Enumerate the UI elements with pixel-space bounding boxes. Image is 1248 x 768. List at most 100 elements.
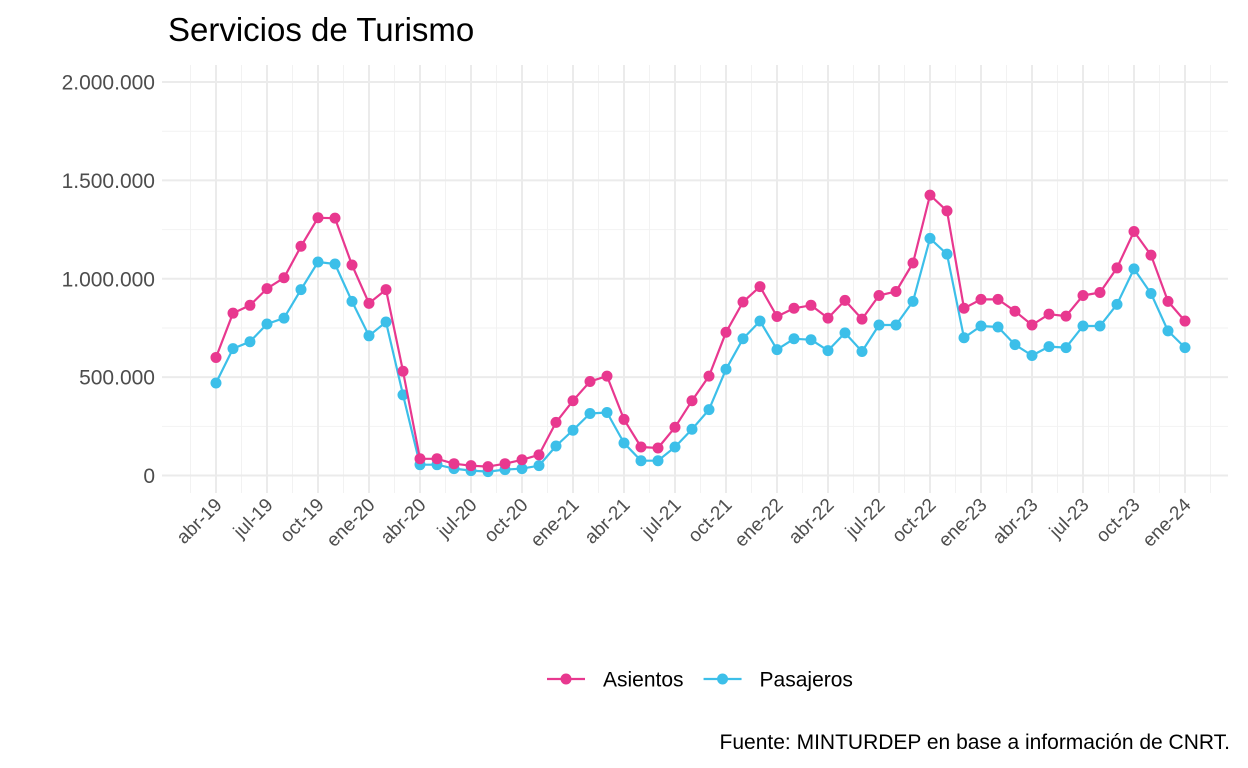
data-point [244,336,256,348]
legend-item: Asientos [547,669,684,692]
data-point [873,319,885,331]
y-tick-label: 1.500.000 [62,170,155,193]
data-point [890,286,902,298]
data-point [754,281,766,293]
data-point [788,302,800,314]
data-point [652,442,664,454]
data-point [788,333,800,345]
x-tick-label: ene-24 [1139,494,1196,551]
x-tick-label: abr-21 [581,495,635,549]
data-point [499,458,511,470]
x-tick-label: ene-20 [323,495,380,552]
data-point [635,455,647,467]
data-point [652,455,664,467]
data-point [431,453,443,465]
data-point [295,284,307,296]
data-point [771,311,783,323]
data-point [839,327,851,339]
data-point [924,189,936,201]
data-point [1128,263,1140,275]
data-point [533,449,545,461]
data-point [805,299,817,311]
data-point [482,461,494,473]
x-tick-label: oct-19 [276,495,328,547]
data-point [346,259,358,271]
data-point [278,272,290,284]
data-point [924,232,936,244]
y-tick-label: 2.000.000 [62,72,155,95]
data-point [397,365,409,377]
data-point [380,316,392,328]
data-point [363,330,375,342]
x-tick-label: oct-20 [480,495,532,547]
y-axis-ticks: 0 500.000 1.000.000 1.500.000 2.000.000 [62,72,155,489]
data-point [992,321,1004,333]
legend-label: Asientos [603,669,684,692]
data-point [363,297,375,309]
data-point [720,363,732,375]
data-point [1111,298,1123,310]
data-point [516,454,528,466]
series-lines [210,189,1191,478]
legend-label: Pasajeros [760,669,853,692]
data-point [1162,325,1174,337]
data-point [278,312,290,324]
data-point [329,212,341,224]
data-point [805,334,817,346]
data-point [312,256,324,268]
data-point [975,293,987,305]
data-point [975,320,987,332]
data-point [771,344,783,356]
x-tick-label: abr-22 [785,495,839,549]
y-tick-label: 1.000.000 [62,268,155,291]
data-point [890,319,902,331]
legend-key-point [560,673,572,685]
data-point [737,296,749,308]
x-tick-label: oct-21 [684,495,736,547]
data-point [873,289,885,301]
data-point [720,326,732,338]
data-point [1128,226,1140,238]
data-point [1026,349,1038,361]
data-point [686,423,698,435]
data-point [397,389,409,401]
x-tick-label: abr-23 [989,495,1043,549]
data-point [261,283,273,295]
data-point [941,205,953,217]
x-tick-label: jul-20 [433,495,481,543]
x-tick-label: jul-19 [229,495,277,543]
data-point [1077,289,1089,301]
data-point [703,404,715,416]
data-point [839,294,851,306]
data-point [1111,262,1123,274]
x-tick-label: jul-21 [637,495,685,543]
x-tick-label: jul-22 [841,495,889,543]
x-tick-label: oct-23 [1092,495,1144,547]
data-point [601,407,613,419]
data-point [1026,319,1038,331]
data-point [295,240,307,252]
data-point [669,441,681,453]
legend-key-point [717,673,729,685]
data-point [618,413,630,425]
data-point [941,248,953,260]
data-point [1145,249,1157,261]
data-point [856,313,868,325]
data-point [618,437,630,449]
data-point [958,332,970,344]
data-point [1077,320,1089,332]
data-point [1060,310,1072,322]
x-tick-label: ene-22 [731,495,788,552]
data-point [1179,315,1191,327]
data-point [567,395,579,407]
data-point [754,315,766,327]
data-point [907,295,919,307]
data-point [686,395,698,407]
x-tick-label: oct-22 [888,495,940,547]
data-point [210,351,222,363]
x-tick-label: jul-23 [1045,495,1093,543]
data-point [227,307,239,319]
data-point [856,346,868,358]
data-point [1162,295,1174,307]
